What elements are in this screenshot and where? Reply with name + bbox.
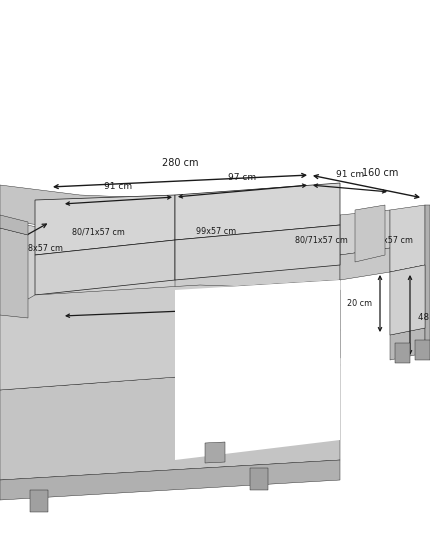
Polygon shape	[0, 285, 340, 390]
Polygon shape	[175, 255, 340, 290]
Polygon shape	[0, 220, 340, 330]
Polygon shape	[205, 442, 225, 463]
Polygon shape	[425, 205, 430, 353]
Polygon shape	[395, 343, 410, 363]
Polygon shape	[250, 468, 268, 490]
Polygon shape	[175, 280, 340, 460]
Text: 80/71x57 cm: 80/71x57 cm	[72, 228, 125, 236]
Text: 99x57 cm: 99x57 cm	[196, 228, 236, 236]
Text: 97 cm: 97 cm	[228, 173, 256, 182]
Polygon shape	[175, 225, 340, 280]
Polygon shape	[35, 195, 175, 255]
Text: 91 cm: 91 cm	[104, 182, 132, 191]
Polygon shape	[355, 205, 385, 262]
Polygon shape	[390, 265, 425, 335]
Text: 280 cm: 280 cm	[162, 158, 198, 168]
Text: 80/71x57 cm: 80/71x57 cm	[295, 236, 348, 244]
Text: 112/98x57 cm: 112/98x57 cm	[5, 243, 63, 252]
Polygon shape	[175, 205, 340, 255]
Polygon shape	[0, 365, 340, 480]
Text: 48 cm: 48 cm	[418, 314, 430, 323]
Polygon shape	[0, 330, 340, 392]
Polygon shape	[0, 228, 28, 318]
Text: 53/65 cm: 53/65 cm	[175, 293, 216, 302]
Polygon shape	[390, 205, 425, 272]
Polygon shape	[0, 215, 28, 235]
Polygon shape	[175, 183, 340, 240]
Polygon shape	[340, 210, 390, 255]
Polygon shape	[390, 328, 425, 360]
Polygon shape	[340, 248, 390, 280]
Polygon shape	[30, 490, 48, 512]
Polygon shape	[415, 340, 430, 360]
Polygon shape	[0, 460, 340, 500]
Polygon shape	[35, 240, 175, 295]
Text: 112/98x57 cm: 112/98x57 cm	[355, 236, 413, 244]
Polygon shape	[0, 185, 340, 255]
Text: 160 cm: 160 cm	[362, 168, 398, 178]
Polygon shape	[390, 265, 425, 335]
Text: 20 cm: 20 cm	[347, 299, 372, 308]
Text: 91 cm: 91 cm	[336, 170, 364, 179]
